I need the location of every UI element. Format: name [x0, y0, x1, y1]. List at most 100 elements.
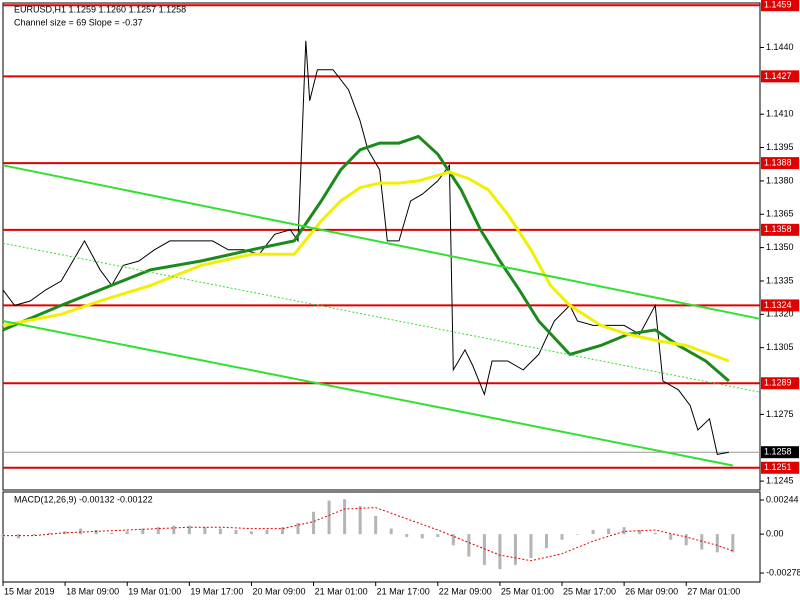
macd-bar: [420, 534, 424, 539]
current-price-label: 1.1258: [764, 447, 792, 457]
macd-bar: [110, 532, 114, 535]
level-label: 1.1358: [764, 224, 792, 234]
y-tick-label: 0.00244: [766, 494, 799, 504]
macd-bar: [218, 528, 222, 535]
y-tick-label: 1.1365: [766, 209, 794, 219]
x-tick-label: 21 Mar 01:00: [315, 586, 368, 596]
level-label-box: [761, 70, 799, 83]
level-label: 1.1388: [764, 157, 792, 167]
macd-bar: [576, 534, 580, 535]
macd-bar: [265, 529, 269, 535]
macd-bar: [141, 528, 145, 535]
level-label-box: [761, 377, 799, 390]
macd-title: MACD(12,26,9) -0.00132 -0.00122: [14, 494, 153, 504]
macd-bar: [172, 525, 176, 535]
level-label: 1.1427: [764, 71, 792, 81]
x-tick-label: 19 Mar 17:00: [190, 586, 243, 596]
price-line: [2, 40, 729, 455]
macd-bar: [281, 527, 285, 535]
y-tick-label: 0.00: [766, 529, 784, 539]
macd-bar: [156, 527, 160, 535]
macd-bar: [358, 506, 362, 535]
macd-bar: [249, 531, 253, 535]
indicator-line: [2, 170, 730, 363]
macd-bar: [684, 534, 688, 546]
x-tick-label: 21 Mar 17:00: [377, 586, 430, 596]
macd-bar: [715, 534, 719, 553]
level-label-box: [761, 461, 799, 474]
macd-bar: [389, 528, 393, 535]
indicator-line: [2, 134, 730, 383]
macd-bar: [731, 534, 735, 553]
macd-bar: [560, 534, 564, 540]
macd-bar: [203, 527, 207, 535]
macd-bar: [482, 534, 486, 565]
macd-bar: [544, 534, 548, 549]
macd-bar: [607, 528, 611, 535]
macd-bar: [312, 511, 316, 535]
indicator-line: [2, 320, 733, 467]
y-tick-label: 1.1275: [766, 409, 794, 419]
macd-bar: [48, 532, 52, 535]
y-tick-label: 1.1350: [766, 242, 794, 252]
y-tick-label: 1.1305: [766, 342, 794, 352]
macd-bar: [79, 528, 83, 535]
x-tick-label: 26 Mar 09:00: [625, 586, 678, 596]
macd-bar: [622, 527, 626, 535]
y-tick-label: 1.1380: [766, 175, 794, 185]
y-tick-label: 1.1335: [766, 275, 794, 285]
main-frame: [2, 2, 761, 491]
macd-bar: [653, 532, 657, 535]
macd-bar: [327, 500, 331, 535]
macd-bar: [436, 534, 440, 537]
macd-bar: [296, 522, 300, 535]
macd-bar: [187, 525, 191, 535]
level-label-box: [761, 0, 799, 12]
x-tick-label: 20 Mar 09:00: [252, 586, 305, 596]
x-tick-label: 15 Mar 2019: [4, 586, 55, 596]
level-label: 1.1251: [764, 462, 792, 472]
y-tick-label: 1.1320: [766, 309, 794, 319]
macd-bar: [94, 529, 98, 535]
chart-subtitle: Channel size = 69 Slope = -0.37: [14, 17, 143, 27]
macd-bar: [17, 534, 21, 539]
y-tick-label: 1.1245: [766, 475, 794, 485]
y-tick-label: -0.00278: [766, 567, 800, 577]
x-tick-label: 19 Mar 01:00: [128, 586, 181, 596]
macd-bar: [513, 534, 517, 565]
macd-bar: [591, 529, 595, 535]
macd-bar: [700, 534, 704, 550]
current-price-box: [761, 446, 799, 459]
macd-bar: [498, 534, 502, 570]
level-label: 1.1289: [764, 378, 792, 388]
plot-layer: [1, 4, 761, 570]
macd-bar: [451, 534, 455, 546]
indicator-line: [2, 164, 761, 320]
macd-bar: [32, 534, 36, 536]
level-label: 1.1459: [764, 0, 792, 10]
x-tick-label: 25 Mar 17:00: [563, 586, 616, 596]
macd-bar: [63, 531, 67, 535]
chart-title: EURUSD,H1 1.1259 1.1260 1.1257 1.1258: [14, 4, 186, 14]
signal-line: [3, 507, 733, 562]
macd-frame: [2, 491, 761, 583]
level-label: 1.1324: [764, 300, 792, 310]
macd-bar: [467, 534, 471, 557]
macd-bar: [125, 531, 129, 535]
y-tick-label: 1.1440: [766, 42, 794, 52]
indicator-line: [2, 242, 761, 393]
x-tick-label: 22 Mar 09:00: [439, 586, 492, 596]
y-tick-label: 1.1395: [766, 142, 794, 152]
macd-bar: [638, 529, 642, 535]
level-label-box: [761, 299, 799, 312]
x-tick-label: 27 Mar 01:00: [687, 586, 740, 596]
macd-bar: [234, 529, 238, 535]
macd-bar: [343, 499, 347, 535]
level-label-box: [761, 157, 799, 170]
macd-bar: [529, 534, 533, 558]
y-tick-label: 1.1410: [766, 109, 794, 119]
x-tick-label: 18 Mar 09:00: [66, 586, 119, 596]
